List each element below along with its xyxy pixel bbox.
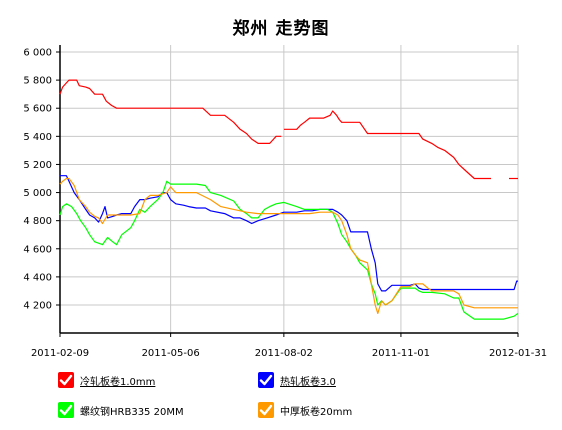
x-tick-label: 2011-08-02 [255,348,313,359]
legend-label: 热轧板卷3.0 [280,376,336,388]
series-line-1 [59,79,282,144]
y-tick-label: 6 000 [23,48,52,59]
y-tick-label: 4 400 [23,272,52,283]
y-tick-label: 4 600 [23,244,52,255]
y-tick-label: 4 200 [23,301,52,312]
y-tick-label: 5 800 [23,76,52,87]
series-line-4 [59,177,518,314]
x-tick-label: 2011-11-01 [372,348,430,359]
y-tick-label: 5 600 [23,104,52,115]
legend-item-2[interactable]: 热轧板卷3.0 [258,370,336,390]
y-tick-label: 5 000 [23,188,52,199]
y-tick-label: 5 200 [23,160,52,171]
axes [56,45,519,337]
chart-title: 郑州 走势图 [232,19,330,39]
legend-item-4[interactable]: 中厚板卷20mm [258,400,352,420]
checkbox-icon[interactable] [258,402,274,418]
x-tick-label: 2011-05-06 [142,348,200,359]
series-lines [59,79,519,320]
legend-label: 冷轧板卷1.0mm [80,376,156,388]
x-tick-label: 2012-01-31 [489,348,547,359]
tick-labels: 4 200 4 400 4 600 4 800 5 000 5 200 5 400 5 600… [23,48,547,360]
legend-label: 螺纹钢HRB335 20MM [80,406,184,418]
series-line-3 [59,180,519,320]
legend-item-1[interactable]: 冷轧板卷1.0mm [58,370,155,390]
x-tick-label: 2011-02-09 [31,348,89,359]
y-tick-label: 4 800 [23,216,52,227]
y-tick-label: 5 400 [23,132,52,143]
legend-label: 中厚板卷20mm [280,406,353,418]
series-line-1 [283,110,491,180]
checkbox-icon[interactable] [58,372,74,388]
legend-item-3[interactable]: 螺纹钢HRB335 20MM [58,400,184,420]
checkbox-icon[interactable] [58,402,74,418]
series-line-2 [60,175,518,292]
checkbox-icon[interactable] [258,372,274,388]
